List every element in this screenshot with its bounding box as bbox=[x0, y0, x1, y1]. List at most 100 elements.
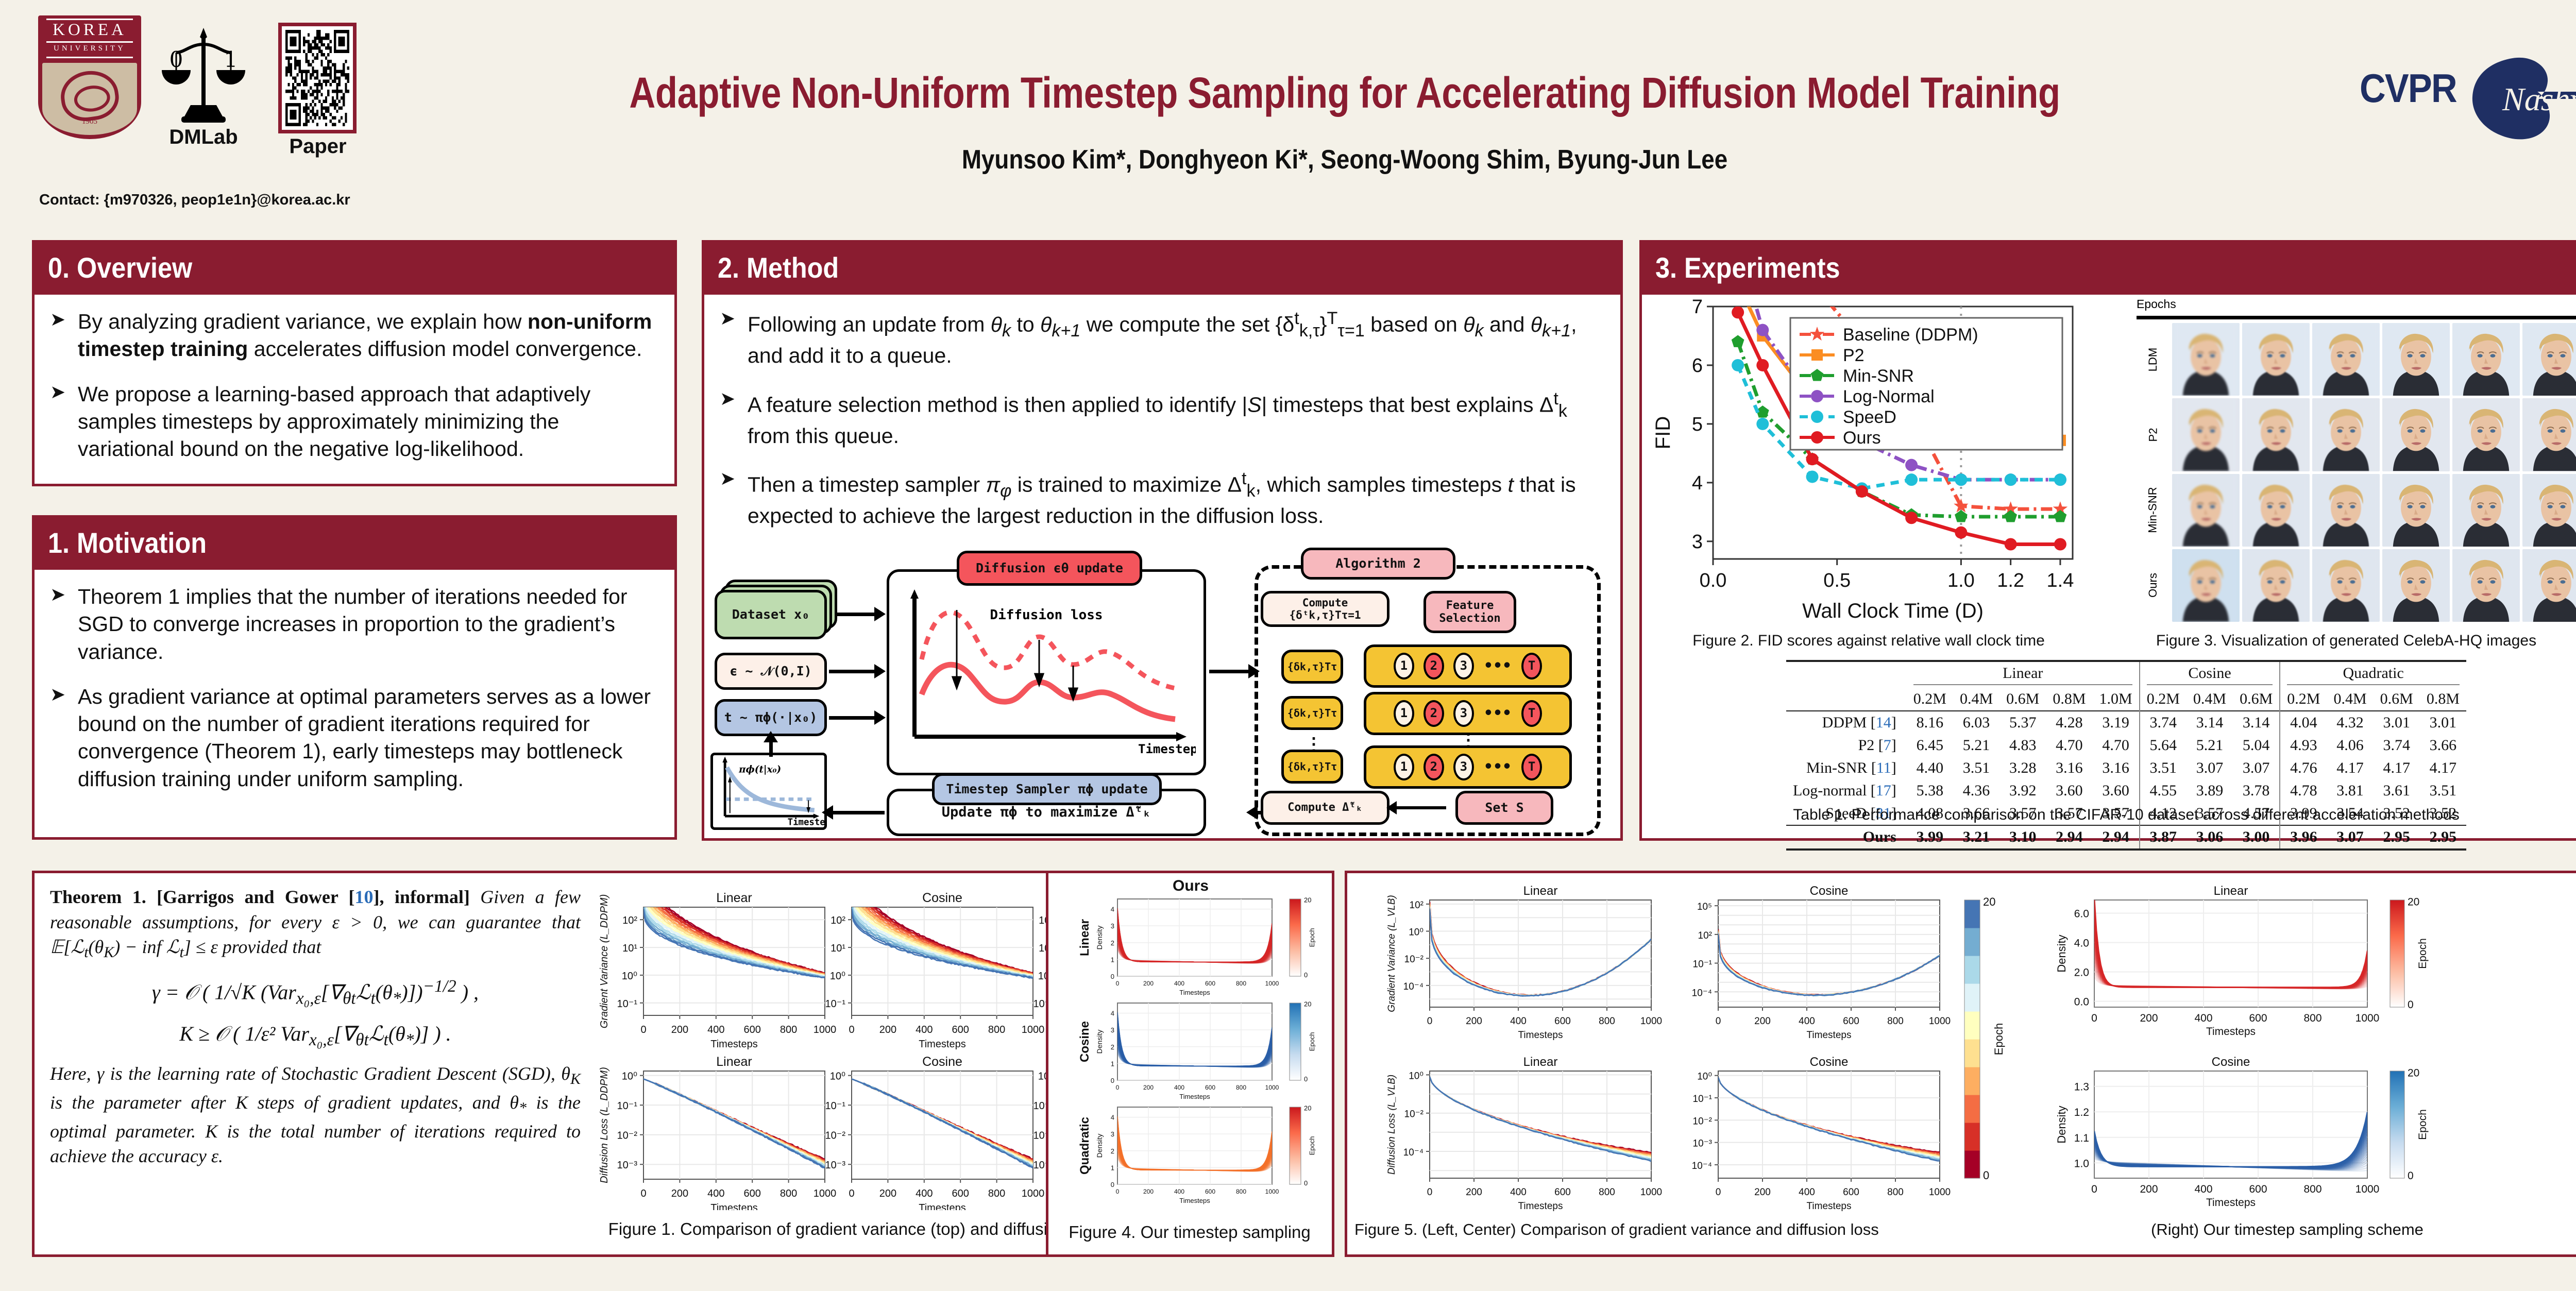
dataset-box: Dataset x₀ bbox=[715, 590, 827, 639]
method-bullet-list: Following an update from θk to θk+1 we c… bbox=[720, 307, 1605, 530]
table-cell: 3.01 bbox=[2373, 710, 2420, 734]
svg-text:2.0: 2.0 bbox=[2074, 967, 2089, 979]
timestep-circle-T[interactable]: T bbox=[1521, 700, 1543, 727]
svg-text:Linear: Linear bbox=[1078, 919, 1092, 956]
generated-face-image bbox=[2172, 398, 2240, 471]
svg-text:Cosine: Cosine bbox=[1810, 884, 1849, 898]
table-cell: 3.61 bbox=[2383, 782, 2410, 799]
table-cell: 3.57 bbox=[2056, 805, 2083, 822]
figure-2-chart: 3 4 5 6 7 0.0 0.5 1.0 1.2 1.4 Wall Clock Time (D) F… bbox=[1652, 296, 2085, 627]
svg-text:1000: 1000 bbox=[1640, 1016, 1662, 1027]
citation-ref[interactable]: 17 bbox=[1875, 782, 1891, 799]
svg-text:400: 400 bbox=[1174, 1188, 1184, 1195]
table-cell: 2.94 bbox=[2092, 825, 2140, 848]
row-label: Log-normal [17] bbox=[1792, 782, 1896, 799]
figure-3-row-label: Min-SNR bbox=[2146, 487, 2160, 533]
svg-text:10⁻¹: 10⁻¹ bbox=[617, 1100, 638, 1112]
timestep-circle[interactable]: 3 bbox=[1453, 754, 1474, 780]
table-1: Linear Cosine Quadratic 0.2M 0.4M 0.6M 0.8M 1.0… bbox=[1673, 660, 2576, 851]
svg-text:Gradient Variance (L_DDPM): Gradient Variance (L_DDPM) bbox=[599, 894, 610, 1028]
svg-text:10⁻⁴: 10⁻⁴ bbox=[1692, 1161, 1712, 1171]
cvpr-text: CVPR bbox=[2360, 65, 2458, 111]
table-cell: 3.66 bbox=[1962, 805, 1990, 822]
svg-text:0: 0 bbox=[170, 47, 183, 72]
svg-text:0.5: 0.5 bbox=[1823, 570, 1851, 591]
table-cell: 3.52 bbox=[2383, 805, 2410, 822]
timestep-circle[interactable]: 1 bbox=[1393, 754, 1414, 780]
svg-text:0: 0 bbox=[1111, 973, 1114, 980]
timestep-bar-2: 1 2 3 ••• T bbox=[1364, 692, 1572, 735]
timestep-circle-selected[interactable]: 2 bbox=[1423, 700, 1444, 727]
citation-ref[interactable]: 7 bbox=[1883, 737, 1891, 754]
column-header: 0.4M bbox=[2333, 690, 2367, 707]
svg-text:0: 0 bbox=[1304, 1179, 1308, 1187]
balance-scale-icon: 0 1 bbox=[162, 28, 245, 123]
timestep-circle[interactable]: 3 bbox=[1453, 700, 1474, 727]
queue-ellipsis: ⋮ bbox=[1305, 734, 1323, 755]
figure-5-card: 10² 10⁰ 10⁻² 10⁻⁴ 0 200 400 600 800 1000 Linear Tim… bbox=[1345, 871, 2576, 1257]
table-cell: 5.21 bbox=[1962, 737, 1990, 754]
queue-item-2: {δk,τ}Tτ bbox=[1281, 696, 1343, 730]
citation-ref[interactable]: 11 bbox=[1876, 759, 1891, 776]
svg-text:Timesteps: Timesteps bbox=[1807, 1030, 1852, 1041]
table-cell: 3.92 bbox=[2009, 782, 2037, 799]
timestep-circle-T[interactable]: T bbox=[1521, 653, 1543, 680]
svg-text:Linear: Linear bbox=[2214, 884, 2248, 898]
svg-text:Ours: Ours bbox=[1843, 428, 1881, 448]
table-cell: 3.19 bbox=[2092, 710, 2140, 734]
generated-face-image bbox=[2312, 549, 2380, 622]
epochs-axis-label: Epochs bbox=[2137, 297, 2176, 311]
svg-text:200: 200 bbox=[671, 1188, 688, 1199]
svg-text:10⁰: 10⁰ bbox=[1409, 927, 1423, 938]
table-cell: 5.38 bbox=[1916, 782, 1944, 799]
table-cell: 5.21 bbox=[2196, 737, 2224, 754]
timestep-circle-T[interactable]: T bbox=[1521, 754, 1543, 780]
column-header: 0.2M bbox=[2279, 688, 2327, 711]
pi-curve-box: πϕ(t|x₀) Timestep bbox=[710, 753, 827, 830]
generated-face-image bbox=[2452, 323, 2520, 396]
ellipsis: ••• bbox=[1483, 656, 1512, 675]
svg-text:200: 200 bbox=[1143, 980, 1154, 987]
svg-text:400: 400 bbox=[1510, 1187, 1527, 1198]
table-cell: 3.07 bbox=[2327, 825, 2374, 848]
table-cell: 4.40 bbox=[1916, 759, 1944, 776]
svg-text:200: 200 bbox=[1754, 1187, 1771, 1198]
svg-text:1000: 1000 bbox=[2355, 1012, 2380, 1024]
svg-text:0: 0 bbox=[1716, 1016, 1721, 1027]
svg-text:6.0: 6.0 bbox=[2074, 908, 2089, 920]
group-header: Cosine bbox=[2139, 660, 2280, 688]
timestep-circle[interactable]: 3 bbox=[1453, 653, 1474, 680]
svg-text:800: 800 bbox=[988, 1188, 1005, 1199]
svg-text:200: 200 bbox=[1466, 1016, 1482, 1027]
arrow-tsample bbox=[829, 716, 875, 720]
svg-text:1000: 1000 bbox=[1022, 1024, 1045, 1035]
svg-text:Cosine: Cosine bbox=[1078, 1021, 1092, 1062]
svg-text:0: 0 bbox=[1111, 1077, 1114, 1084]
table-cell: 4.78 bbox=[2279, 779, 2327, 802]
table-cell: 3.99 bbox=[1906, 825, 1953, 848]
table-cell: 3.74 bbox=[2139, 710, 2187, 734]
table-cell: 3.16 bbox=[2102, 759, 2129, 776]
paper-qr-code[interactable]: Paper bbox=[278, 23, 357, 158]
contact-email: Contact: {m970326, peop1e1n}@korea.ac.kr bbox=[39, 192, 350, 208]
timestep-circle[interactable]: 1 bbox=[1393, 700, 1414, 727]
svg-text:10⁻¹: 10⁻¹ bbox=[1693, 959, 1713, 970]
svg-text:0: 0 bbox=[1116, 1188, 1120, 1195]
timestep-circle[interactable]: 1 bbox=[1393, 653, 1414, 680]
qr-canvas[interactable] bbox=[285, 30, 349, 126]
theorem-lead: Theorem 1. bbox=[50, 887, 146, 907]
citation-ref[interactable]: 10 bbox=[354, 887, 374, 907]
svg-text:400: 400 bbox=[1174, 1084, 1184, 1091]
svg-text:1000: 1000 bbox=[1929, 1187, 1951, 1198]
citation-ref[interactable]: 31 bbox=[1875, 805, 1891, 822]
column-header: 0.4M bbox=[2193, 690, 2227, 707]
timestep-circle-selected[interactable]: 2 bbox=[1423, 754, 1444, 780]
table-cell: 4.93 bbox=[2279, 734, 2327, 757]
row-label: Min-SNR [11] bbox=[1806, 759, 1896, 776]
citation-ref[interactable]: 14 bbox=[1875, 714, 1891, 731]
table-cell: 3.99 bbox=[2279, 802, 2327, 825]
timestep-circle-selected[interactable]: 2 bbox=[1423, 653, 1444, 680]
svg-text:10⁻²: 10⁻² bbox=[825, 1130, 846, 1142]
svg-text:600: 600 bbox=[744, 1024, 761, 1035]
theorem-block: Theorem 1. [Garrigos and Gower [10], inf… bbox=[50, 885, 581, 1169]
